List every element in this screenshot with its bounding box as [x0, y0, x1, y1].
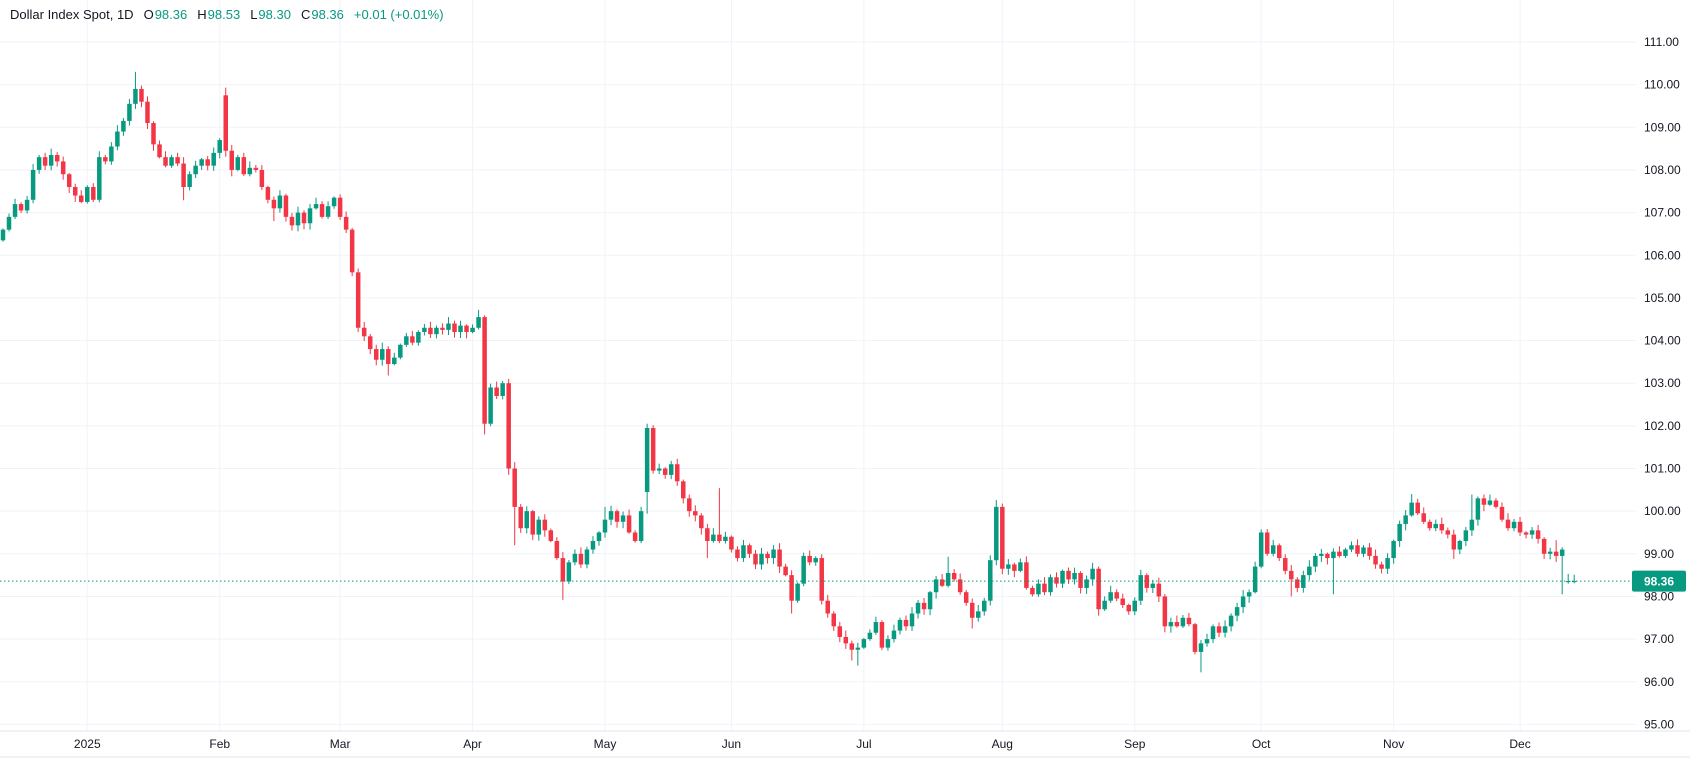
price-axis[interactable]: 111.00 110.00 109.00 108.00 107.00 106.00 105.… [1644, 35, 1681, 731]
symbol-title[interactable]: Dollar Index Spot, 1D [10, 7, 134, 22]
svg-text:2025: 2025 [74, 737, 101, 751]
ohlc-open: O 98.36 [144, 7, 188, 22]
price-change: +0.01 (+0.01%) [353, 7, 444, 22]
svg-text:104.00: 104.00 [1644, 334, 1681, 348]
symbol-legend: Dollar Index Spot, 1D O 98.36 H 98.53 L … [10, 7, 444, 22]
svg-text:99.00: 99.00 [1644, 547, 1674, 561]
ohlc-low-label: L [250, 7, 258, 22]
svg-text:98.00: 98.00 [1644, 589, 1674, 603]
ohlc-low-value: 98.30 [258, 7, 291, 22]
svg-text:98.36: 98.36 [1644, 575, 1674, 589]
svg-text:106.00: 106.00 [1644, 248, 1681, 262]
candles [0, 71, 1577, 673]
svg-text:101.00: 101.00 [1644, 462, 1681, 476]
svg-text:Oct: Oct [1252, 737, 1271, 751]
svg-text:Nov: Nov [1383, 737, 1404, 751]
ohlc-close-value: 98.36 [311, 7, 344, 22]
ohlc-high-label: H [197, 7, 207, 22]
ohlc-low: L 98.30 [250, 7, 291, 22]
svg-text:103.00: 103.00 [1644, 376, 1681, 390]
svg-text:97.00: 97.00 [1644, 632, 1674, 646]
svg-text:May: May [594, 737, 617, 751]
ohlc-open-value: 98.36 [154, 7, 188, 22]
svg-text:100.00: 100.00 [1644, 504, 1681, 518]
ohlc-high-value: 98.53 [207, 7, 241, 22]
ohlc-open-label: O [143, 7, 154, 22]
svg-text:102.00: 102.00 [1644, 419, 1681, 433]
svg-text:Mar: Mar [330, 737, 351, 751]
ohlc-high: H 98.53 [197, 7, 240, 22]
svg-text:109.00: 109.00 [1644, 120, 1681, 134]
ohlc-close: C 98.36 [301, 7, 344, 22]
svg-text:108.00: 108.00 [1644, 163, 1681, 177]
svg-text:Aug: Aug [992, 737, 1013, 751]
svg-text:Sep: Sep [1124, 737, 1146, 751]
svg-text:105.00: 105.00 [1644, 291, 1681, 305]
svg-text:Apr: Apr [463, 737, 482, 751]
svg-text:Dec: Dec [1509, 737, 1530, 751]
last-price-badge: 98.36 [1632, 570, 1686, 592]
svg-text:107.00: 107.00 [1644, 206, 1681, 220]
ohlc-close-label: C [300, 7, 311, 22]
svg-text:110.00: 110.00 [1644, 78, 1680, 92]
time-axis[interactable]: 2025 Feb Mar Apr May Jun Jul Aug Sep Oct Nov Dec [0, 730, 1690, 758]
svg-text:111.00: 111.00 [1644, 35, 1679, 49]
svg-text:Jul: Jul [856, 737, 871, 751]
svg-text:96.00: 96.00 [1644, 675, 1674, 689]
grid [0, 0, 1636, 731]
svg-text:95.00: 95.00 [1644, 717, 1674, 731]
svg-text:Feb: Feb [209, 737, 230, 751]
svg-text:Jun: Jun [722, 737, 741, 751]
